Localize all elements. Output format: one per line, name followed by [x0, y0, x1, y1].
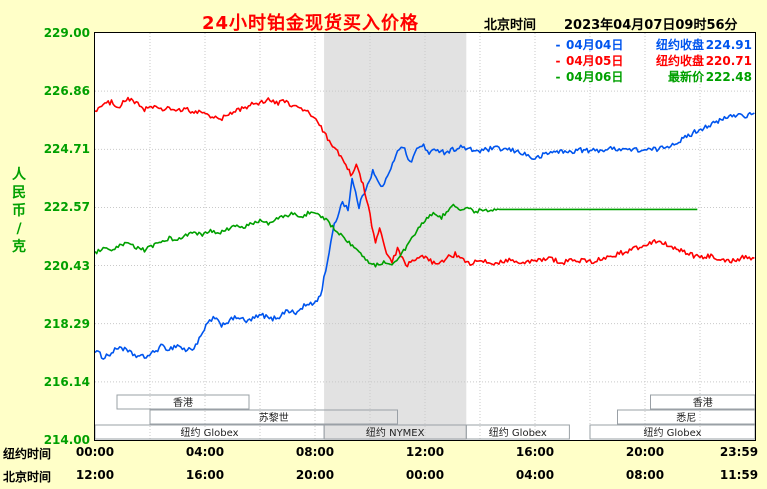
- y-tick-label: 216.14: [43, 374, 90, 389]
- market-session-box: [589, 424, 755, 440]
- x-tick-beijing: 12:00: [75, 468, 115, 482]
- beijing-time-row-label: 北京时间: [3, 470, 52, 484]
- x-tick-beijing: 16:00: [185, 468, 225, 482]
- x-tick-beijing: 00:00: [405, 468, 445, 482]
- market-session-label: 悉尼: [676, 412, 696, 424]
- x-tick-beijing: 04:00: [515, 468, 555, 482]
- x-axis-beijing-row: 北京时间 12:00 16:00 20:00 00:00 04:00 08:00 11:59: [0, 468, 767, 484]
- legend-line-swatch: -: [555, 38, 561, 52]
- y-tick-label: 214.00: [43, 433, 90, 447]
- market-session-label: 香港: [173, 397, 193, 409]
- legend-line-swatch: -: [555, 70, 561, 84]
- market-session-label: 纽约 Globex: [180, 426, 238, 439]
- x-tick-beijing: 20:00: [295, 468, 335, 482]
- y-axis-tick-labels: 229.00 226.86 224.71 222.57 220.43 218.29 216.…: [0, 26, 90, 447]
- legend: -04月04日 纽约收盘 224.91-04月05日 纽约收盘 220.71-04月06…: [550, 37, 753, 85]
- y-tick-label: 226.86: [43, 84, 90, 99]
- y-tick-label: 220.43: [43, 258, 90, 273]
- legend-label: 最新价: [667, 70, 704, 84]
- legend-line-swatch: -: [555, 54, 561, 68]
- y-unit-char: 民: [12, 185, 26, 201]
- y-tick-label: 229.00: [43, 26, 90, 40]
- market-session-label: 纽约 NYMEX: [366, 426, 425, 439]
- plot-area: 香港 香港苏黎世 悉尼纽约 Globex 纽约 NYMEX 纽约 Globex 纽约 Gl…: [94, 32, 756, 441]
- y-unit-char: 币: [12, 203, 26, 219]
- price-line-2: [95, 203, 698, 268]
- legend-label: 纽约收盘: [655, 38, 704, 52]
- market-session-label: 香港: [693, 397, 713, 409]
- market-session-label: 苏黎世: [259, 411, 289, 424]
- y-unit-char: 克: [12, 239, 26, 255]
- x-tick-beijing: 08:00: [625, 468, 665, 482]
- y-tick-label: 218.29: [43, 316, 90, 331]
- legend-date: 04月04日: [566, 38, 624, 52]
- legend-value: 220.71: [705, 54, 752, 68]
- price-line-1: [95, 96, 755, 268]
- legend-item: -04月06日 最新价 222.48: [550, 69, 753, 85]
- legend-date: 04月05日: [566, 54, 624, 68]
- x-tick-newyork: 08:00: [295, 445, 335, 459]
- legend-item: -04月05日 纽约收盘 220.71: [550, 53, 753, 69]
- market-session-box: [617, 409, 755, 425]
- legend-item: -04月04日 纽约收盘 224.91: [550, 37, 753, 53]
- y-unit-char: /: [16, 221, 22, 237]
- beijing-time-label: 北京时间: [484, 18, 537, 33]
- y-tick-label: 222.57: [43, 200, 90, 215]
- x-tick-newyork: 12:00: [405, 445, 445, 459]
- x-tick-newyork: 04:00: [185, 445, 225, 459]
- page-title: 24小时铂金现货买入价格: [202, 13, 420, 34]
- legend-value: 224.91: [705, 38, 752, 52]
- y-unit-char: 人: [12, 167, 26, 183]
- current-datetime: 2023年04月07日09时56分: [564, 18, 738, 33]
- x-tick-newyork: 20:00: [625, 445, 665, 459]
- price-line-0: [95, 111, 755, 360]
- market-session-box: [116, 394, 250, 410]
- newyork-time-row-label: 纽约时间: [3, 447, 52, 461]
- market-session-box: [149, 409, 398, 425]
- x-axis-newyork-row: 纽约时间 00:00 04:00 08:00 12:00 16:00 20:00 23:59: [0, 445, 767, 461]
- market-session-label: 纽约 Globex: [643, 426, 701, 439]
- legend-date: 04月06日: [566, 70, 624, 84]
- market-session-label: 纽约 Globex: [489, 426, 547, 439]
- y-axis-unit-label: 人民币 / 克: [10, 166, 28, 256]
- nymex-session-band: [324, 33, 467, 440]
- x-tick-beijing: 11:59: [719, 468, 759, 482]
- legend-value: 222.48: [705, 70, 752, 84]
- y-tick-label: 224.71: [43, 142, 90, 157]
- market-session-box: [650, 394, 755, 410]
- legend-label: 纽约收盘: [655, 54, 704, 68]
- x-tick-newyork: 23:59: [719, 445, 759, 459]
- x-tick-newyork: 16:00: [515, 445, 555, 459]
- x-tick-newyork: 00:00: [75, 445, 115, 459]
- market-session-box: [465, 424, 570, 440]
